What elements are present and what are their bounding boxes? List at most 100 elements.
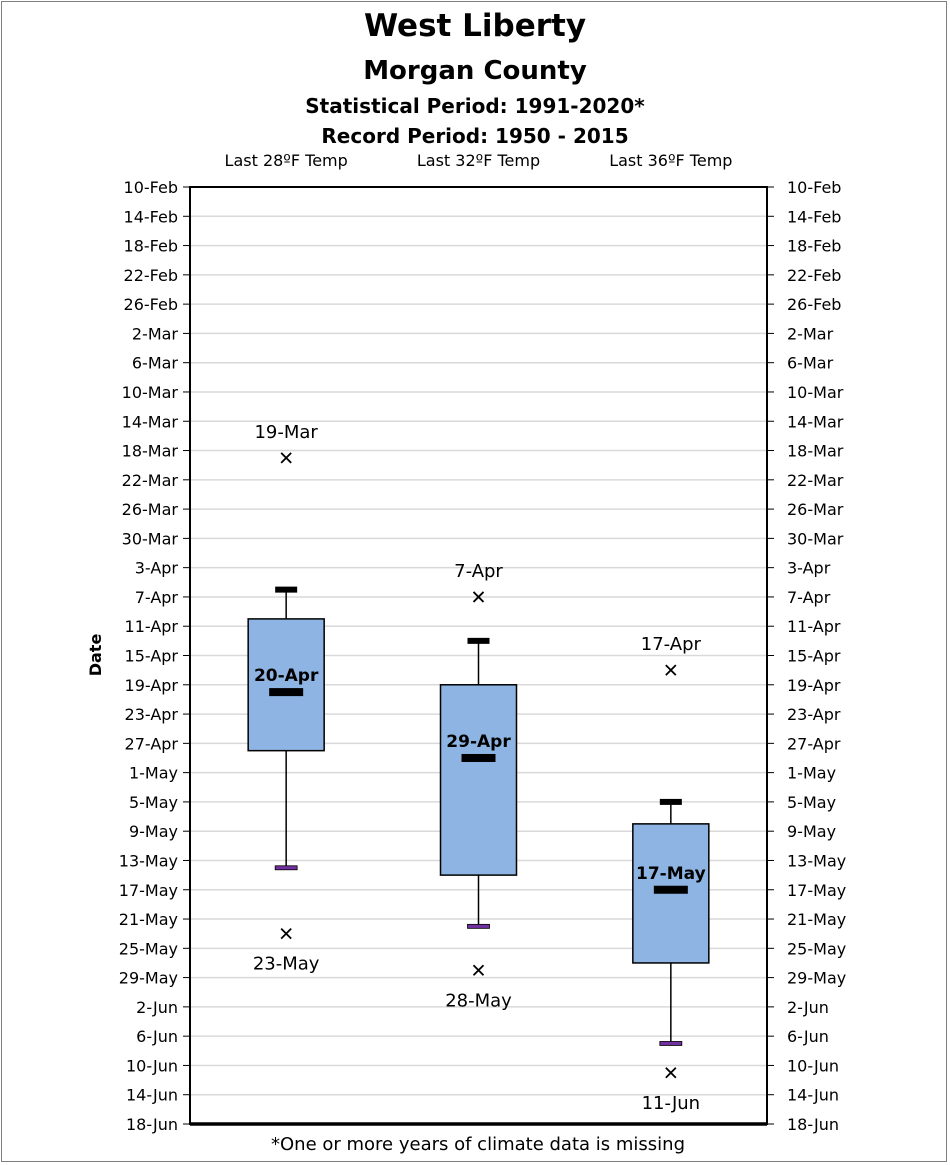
y-tick-label-right: 27-Apr xyxy=(787,734,841,753)
y-tick-label-right: 25-May xyxy=(787,939,846,958)
y-tick-label-right: 26-Mar xyxy=(787,500,844,519)
y-tick-label-right: 21-May xyxy=(787,910,846,929)
y-tick-label-left: 14-Feb xyxy=(124,207,178,226)
y-tick-label-left: 29-May xyxy=(119,969,178,988)
statistical-period: Statistical Period: 1991-2020* xyxy=(305,94,645,118)
outlier-marker xyxy=(665,664,677,676)
y-tick-label-right: 3-Apr xyxy=(787,559,831,578)
y-tick-label-left: 14-Mar xyxy=(122,412,179,431)
median-marker xyxy=(653,885,688,894)
outlier-label: 7-Apr xyxy=(454,561,503,582)
y-tick-label-right: 19-Apr xyxy=(787,676,841,695)
y-tick-label-left: 10-Feb xyxy=(124,178,178,197)
y-tick-label-left: 18-Feb xyxy=(124,237,178,256)
y-tick-label-left: 21-May xyxy=(119,910,178,929)
outlier-label: 19-Mar xyxy=(254,422,318,443)
y-tick-label-right: 13-May xyxy=(787,851,846,870)
y-tick-label-left: 14-Jun xyxy=(126,1086,178,1105)
y-tick-label-right: 6-Mar xyxy=(787,354,834,373)
y-tick-label-left: 23-Apr xyxy=(125,705,179,724)
outlier-marker xyxy=(280,928,292,940)
y-tick-label-left: 26-Feb xyxy=(124,295,178,314)
chart-subtitle: Morgan County xyxy=(363,56,587,86)
y-tick-label-left: 27-Apr xyxy=(125,734,179,753)
y-tick-label-right: 10-Mar xyxy=(787,383,844,402)
y-axis-title: Date xyxy=(86,634,105,677)
median-marker xyxy=(461,753,496,762)
category-label: Last 28ºF Temp xyxy=(225,151,348,170)
whisker-cap-late xyxy=(467,923,490,929)
outlier-marker xyxy=(472,964,485,976)
outlier-label: 28-May xyxy=(445,990,512,1011)
y-tick-label-left: 19-Apr xyxy=(125,676,179,695)
category-label: Last 32ºF Temp xyxy=(417,151,540,170)
outlier-marker xyxy=(472,591,485,603)
outlier-label: 17-Apr xyxy=(641,634,702,655)
y-tick-label-right: 18-Mar xyxy=(787,442,844,461)
y-tick-label-right: 18-Jun xyxy=(787,1115,839,1134)
y-tick-label-left: 11-Apr xyxy=(125,617,179,636)
box xyxy=(439,684,518,876)
y-tick-label-right: 17-May xyxy=(787,881,846,900)
y-tick-label-right: 2-Mar xyxy=(787,324,834,343)
y-tick-label-left: 10-Mar xyxy=(122,383,179,402)
y-tick-label-left: 15-Apr xyxy=(125,647,179,666)
y-tick-label-right: 5-May xyxy=(787,793,836,812)
median-label: 17-May xyxy=(636,864,706,884)
whisker-cap-early xyxy=(467,637,490,644)
y-tick-label-right: 26-Feb xyxy=(787,295,841,314)
y-tick-label-left: 18-Jun xyxy=(126,1115,178,1134)
y-tick-label-left: 25-May xyxy=(119,939,178,958)
y-tick-label-right: 22-Mar xyxy=(787,471,844,490)
y-tick-label-left: 10-Jun xyxy=(126,1056,178,1075)
y-tick-label-right: 2-Jun xyxy=(787,998,829,1017)
y-tick-label-left: 7-Apr xyxy=(135,588,179,607)
whisker-cap-early xyxy=(659,798,682,805)
y-tick-label-right: 15-Apr xyxy=(787,647,841,666)
whisker-cap-late xyxy=(274,865,298,871)
y-tick-label-left: 2-Jun xyxy=(136,998,178,1017)
y-tick-label-left: 13-May xyxy=(119,851,178,870)
y-tick-label-right: 10-Jun xyxy=(787,1056,839,1075)
y-tick-label-right: 30-Mar xyxy=(787,529,844,548)
median-marker xyxy=(269,688,304,697)
median-label: 29-Apr xyxy=(446,732,511,752)
y-tick-label-left: 3-Apr xyxy=(135,559,179,578)
category-label: Last 36ºF Temp xyxy=(609,151,732,170)
y-tick-label-right: 29-May xyxy=(787,969,846,988)
y-tick-label-left: 2-Mar xyxy=(132,324,179,343)
y-tick-label-right: 6-Jun xyxy=(787,1027,829,1046)
footnote: *One or more years of climate data is mi… xyxy=(271,1134,685,1155)
y-tick-label-left: 1-May xyxy=(129,764,178,783)
y-tick-label-right: 23-Apr xyxy=(787,705,841,724)
y-tick-label-left: 5-May xyxy=(129,793,178,812)
chart-title: West Liberty xyxy=(363,8,587,44)
y-tick-label-left: 22-Feb xyxy=(124,266,178,285)
y-tick-label-right: 7-Apr xyxy=(787,588,831,607)
record-period: Record Period: 1950 - 2015 xyxy=(321,124,629,148)
y-tick-label-left: 6-Mar xyxy=(132,354,179,373)
y-tick-label-right: 10-Feb xyxy=(787,178,841,197)
y-tick-label-left: 9-May xyxy=(129,822,178,841)
outlier-marker xyxy=(665,1067,677,1079)
y-tick-label-left: 17-May xyxy=(119,881,178,900)
whisker-cap-early xyxy=(275,586,298,593)
y-tick-label-right: 1-May xyxy=(787,764,836,783)
y-tick-label-right: 22-Feb xyxy=(787,266,841,285)
y-tick-label-left: 26-Mar xyxy=(122,500,179,519)
y-tick-label-left: 30-Mar xyxy=(122,529,179,548)
y-tick-label-right: 18-Feb xyxy=(787,237,841,256)
y-tick-label-right: 14-Jun xyxy=(787,1086,839,1105)
y-tick-label-left: 22-Mar xyxy=(122,471,179,490)
y-tick-label-left: 18-Mar xyxy=(122,442,179,461)
outlier-marker xyxy=(280,452,292,464)
y-tick-label-right: 14-Mar xyxy=(787,412,844,431)
box xyxy=(247,618,325,752)
outlier-label: 23-May xyxy=(253,954,320,975)
y-tick-label-left: 6-Jun xyxy=(136,1027,178,1046)
median-label: 20-Apr xyxy=(254,666,319,686)
outlier-label: 11-Jun xyxy=(642,1093,701,1114)
y-tick-label-right: 11-Apr xyxy=(787,617,841,636)
